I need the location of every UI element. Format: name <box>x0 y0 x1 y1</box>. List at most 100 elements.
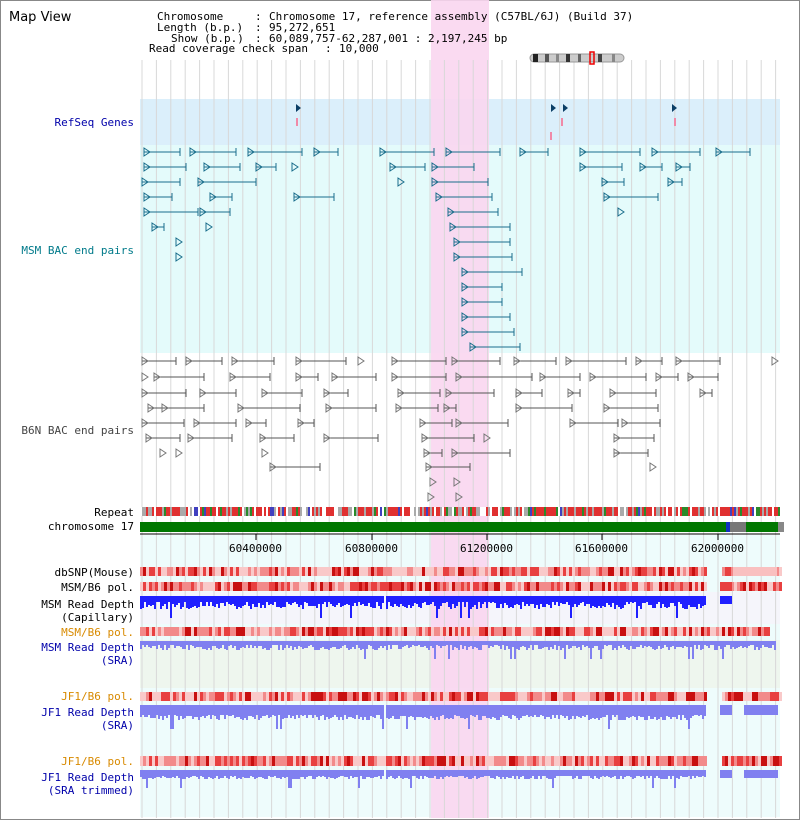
read-depth-bar <box>376 770 378 777</box>
read-depth-bar <box>298 770 300 779</box>
polymorphism-mark <box>374 627 377 636</box>
polymorphism-mark <box>677 692 680 701</box>
polymorphism-mark <box>668 582 671 591</box>
polymorphism-mark <box>194 627 197 636</box>
read-depth-bar <box>598 770 600 779</box>
read-depth-bar <box>268 641 270 650</box>
polymorphism-mark <box>353 582 356 591</box>
polymorphism-mark <box>299 756 302 766</box>
read-depth-bar <box>380 596 382 609</box>
polymorphism-mark <box>554 567 557 576</box>
read-depth-bar <box>454 770 456 777</box>
read-depth-bar <box>450 641 452 645</box>
polymorphism-mark <box>338 582 341 591</box>
polymorphism-mark <box>620 582 623 591</box>
polymorphism-mark <box>284 582 287 591</box>
repeat-mark <box>176 507 178 516</box>
polymorphism-mark <box>398 627 401 636</box>
read-depth-bar <box>152 641 154 646</box>
read-depth-bar <box>488 770 490 776</box>
read-depth-bar <box>220 770 222 778</box>
polymorphism-mark <box>455 756 458 766</box>
polymorphism-mark <box>278 567 281 576</box>
polymorphism-mark <box>671 692 674 701</box>
read-depth-bar <box>364 705 366 717</box>
repeat-mark <box>394 507 396 516</box>
read-depth-bar <box>314 705 316 715</box>
polymorphism-mark <box>665 567 668 576</box>
read-depth-bar <box>160 596 162 609</box>
read-depth-bar <box>670 641 672 647</box>
read-depth-bar <box>374 641 376 650</box>
polymorphism-mark <box>233 692 236 701</box>
polymorphism-mark <box>389 627 392 636</box>
read-depth-bar <box>460 596 462 618</box>
track-label-b6n-bac[interactable]: B6N BAC end pairs <box>21 424 134 437</box>
polymorphism-mark <box>437 756 440 766</box>
b6n-bac-end <box>649 462 657 472</box>
read-depth-bar <box>324 596 326 602</box>
polymorphism-mark <box>416 567 419 576</box>
repeat-mark <box>632 507 634 516</box>
polymorphism-mark <box>638 756 641 766</box>
polymorphism-mark <box>182 567 185 576</box>
read-depth-bar <box>734 641 736 649</box>
polymorphism-mark <box>332 567 335 576</box>
read-depth-bar <box>276 705 278 729</box>
ideogram-position-marker <box>589 51 595 65</box>
repeat-mark <box>216 507 218 516</box>
polymorphism-mark <box>575 692 578 701</box>
polymorphism-mark <box>149 567 152 576</box>
read-depth-bar <box>680 770 682 776</box>
read-depth-bar <box>456 596 458 606</box>
polymorphism-mark <box>161 582 164 591</box>
read-depth-bar <box>666 641 668 647</box>
repeat-mark <box>604 507 606 516</box>
polymorphism-mark <box>668 756 671 766</box>
polymorphism-mark <box>245 627 248 636</box>
polymorphism-mark <box>548 582 551 591</box>
polymorphism-mark <box>659 627 662 636</box>
polymorphism-mark <box>467 582 470 591</box>
polymorphism-mark <box>506 582 509 591</box>
track-label-msm-bac[interactable]: MSM BAC end pairs <box>21 244 134 257</box>
read-depth-bar <box>618 770 620 779</box>
axis-tick-label: 62000000 <box>691 542 744 555</box>
polymorphism-mark <box>182 756 185 766</box>
polymorphism-mark <box>587 627 590 636</box>
read-depth-bar <box>202 596 204 606</box>
read-depth-bar <box>520 705 522 718</box>
read-depth-bar <box>572 770 574 779</box>
polymorphism-mark <box>425 692 428 701</box>
polymorphism-mark <box>764 627 767 636</box>
read-depth-bar <box>316 705 318 717</box>
repeat-mark <box>536 507 538 516</box>
read-depth-bar <box>494 770 496 779</box>
read-depth-bar <box>604 770 606 777</box>
track-label-refseq[interactable]: RefSeq Genes <box>54 116 134 129</box>
polymorphism-mark <box>143 627 146 636</box>
read-depth-bar <box>440 705 442 716</box>
read-depth-bar <box>140 596 142 609</box>
repeat-mark <box>446 507 448 516</box>
polymorphism-mark <box>272 567 275 576</box>
read-depth-bar <box>610 770 612 778</box>
read-depth-bar <box>260 770 262 777</box>
read-depth-bar <box>236 705 238 717</box>
read-depth-bar <box>462 596 464 602</box>
polymorphism-mark <box>353 567 356 576</box>
polymorphism-mark <box>602 582 605 591</box>
polymorphism-mark <box>719 627 722 636</box>
polymorphism-mark <box>572 582 575 591</box>
polymorphism-mark <box>260 567 263 576</box>
read-depth-bar <box>316 596 318 608</box>
read-depth-bar <box>614 770 616 776</box>
polymorphism-mark <box>596 692 599 701</box>
polymorphism-mark <box>530 627 533 636</box>
msm-bac-end <box>461 327 469 337</box>
polymorphism-mark <box>329 627 332 636</box>
read-depth-bar <box>378 770 380 776</box>
read-depth-bar <box>740 641 742 646</box>
polymorphism-mark <box>245 567 248 576</box>
